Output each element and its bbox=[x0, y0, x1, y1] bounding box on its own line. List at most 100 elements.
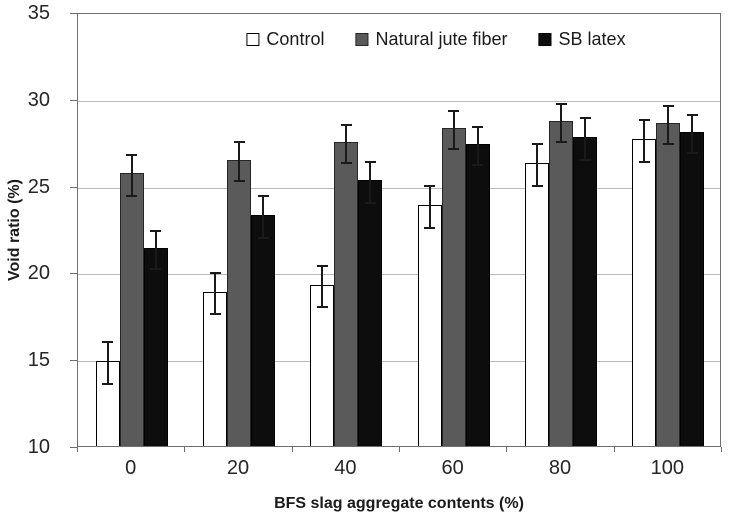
error-bar-cap-top bbox=[638, 118, 650, 121]
error-bar-cap-top bbox=[340, 124, 352, 127]
bar-sb-latex-60 bbox=[465, 143, 490, 446]
bar-sb-latex-20 bbox=[251, 215, 275, 446]
error-bar-cap-bottom bbox=[638, 160, 650, 163]
legend-item-natural-jute-fiber: Natural jute fiber bbox=[355, 29, 508, 50]
error-bar bbox=[691, 114, 694, 153]
y-tick-label-30: 30 bbox=[27, 88, 50, 111]
y-tick-label-35: 35 bbox=[27, 2, 50, 24]
error-bar-cap-bottom bbox=[579, 158, 591, 161]
legend-marker-natural-jute-fiber bbox=[355, 33, 369, 46]
bar-natural-jute-fiber-60 bbox=[441, 128, 466, 446]
x-tick-2 bbox=[291, 447, 293, 452]
error-bar bbox=[560, 104, 562, 143]
error-bar-cap-top bbox=[102, 341, 114, 344]
error-bar-cap-bottom bbox=[233, 179, 245, 182]
x-tick-3 bbox=[399, 447, 400, 452]
bar-natural-jute-fiber-40 bbox=[334, 142, 359, 446]
error-bar bbox=[536, 144, 538, 186]
x-tick-label-20: 20 bbox=[226, 457, 250, 479]
y-tick-15 bbox=[70, 360, 77, 362]
x-tick-label-60: 60 bbox=[441, 457, 464, 479]
error-bar-cap-top bbox=[424, 184, 436, 187]
legend-item-sb-latex: SB latex bbox=[538, 29, 626, 50]
error-bar-cap-bottom bbox=[448, 148, 460, 151]
gridline-20 bbox=[78, 274, 720, 276]
y-tick-label-10: 10 bbox=[27, 436, 50, 458]
bar-control-60 bbox=[417, 204, 442, 446]
gridline-30 bbox=[78, 100, 720, 102]
legend-item-control: Control bbox=[246, 29, 324, 50]
x-tick-label-40: 40 bbox=[334, 457, 357, 479]
bar-sb-latex-40 bbox=[358, 180, 383, 446]
error-bar-cap-top bbox=[686, 113, 698, 116]
x-tick-label-80: 80 bbox=[548, 457, 572, 479]
error-bar-cap-bottom bbox=[424, 226, 436, 229]
bar-control-80 bbox=[525, 163, 549, 446]
error-bar-cap-bottom bbox=[662, 143, 674, 146]
error-bar-cap-top bbox=[448, 110, 460, 113]
error-bar-cap-top bbox=[316, 264, 328, 267]
y-tick-35 bbox=[70, 13, 77, 14]
error-bar-cap-top bbox=[662, 105, 674, 107]
x-tick-5 bbox=[613, 447, 615, 452]
error-bar-cap-bottom bbox=[257, 236, 269, 239]
y-tick-label-15: 15 bbox=[27, 349, 50, 372]
error-bar-cap-top bbox=[364, 160, 376, 163]
bar-natural-jute-fiber-20 bbox=[227, 159, 251, 446]
gridline-15 bbox=[78, 361, 720, 363]
bar-control-100 bbox=[632, 138, 657, 446]
error-bar-cap-top bbox=[531, 143, 543, 146]
error-bar-cap-bottom bbox=[340, 162, 352, 165]
legend-marker-sb-latex bbox=[538, 33, 552, 46]
error-bar-cap-bottom bbox=[555, 141, 567, 144]
y-tick-30 bbox=[70, 99, 77, 101]
y-tick-label-25: 25 bbox=[27, 175, 50, 198]
legend-label-control: Control bbox=[266, 29, 325, 49]
y-tick-label-20: 20 bbox=[27, 262, 50, 285]
x-axis-title: BFS slag aggregate contents (%) bbox=[274, 495, 524, 512]
bar-natural-jute-fiber-80 bbox=[549, 121, 573, 446]
error-bar-cap-bottom bbox=[686, 151, 698, 154]
error-bar-cap-top bbox=[579, 117, 591, 120]
error-bar bbox=[428, 185, 431, 228]
bar-sb-latex-80 bbox=[573, 137, 597, 446]
error-bar-cap-top bbox=[233, 141, 245, 144]
error-bar-cap-top bbox=[209, 271, 221, 274]
error-bar-cap-top bbox=[555, 103, 567, 106]
error-bar bbox=[584, 118, 586, 160]
error-bar-cap-bottom bbox=[531, 184, 543, 187]
bar-natural-jute-fiber-100 bbox=[656, 123, 681, 446]
error-bar-cap-bottom bbox=[150, 268, 162, 271]
x-tick-4 bbox=[506, 447, 508, 452]
bar-natural-jute-fiber-0 bbox=[119, 173, 144, 446]
error-bar bbox=[214, 272, 216, 315]
error-bar bbox=[262, 196, 264, 238]
error-bar bbox=[452, 111, 455, 150]
bar-control-20 bbox=[203, 291, 227, 446]
gridline-25 bbox=[78, 187, 720, 189]
error-bar-cap-top bbox=[472, 125, 484, 128]
bar-control-40 bbox=[310, 284, 335, 446]
error-bar bbox=[643, 119, 646, 162]
x-tick-6 bbox=[721, 447, 722, 452]
x-tick-label-0: 0 bbox=[125, 457, 137, 479]
error-bar-cap-bottom bbox=[126, 195, 138, 198]
y-tick-20 bbox=[70, 273, 77, 275]
error-bar bbox=[321, 265, 324, 308]
x-tick-0 bbox=[77, 447, 78, 452]
x-tick-1 bbox=[184, 447, 186, 452]
error-bar bbox=[154, 231, 157, 270]
legend: Control Natural jute fiber SB latex bbox=[246, 29, 626, 50]
error-bar bbox=[106, 342, 109, 384]
error-bar bbox=[369, 161, 372, 204]
x-tick-label-100: 100 bbox=[650, 457, 685, 479]
legend-marker-control bbox=[246, 33, 260, 46]
y-tick-10 bbox=[70, 447, 77, 448]
error-bar-cap-bottom bbox=[102, 382, 114, 385]
legend-label-sb-latex: SB latex bbox=[558, 29, 626, 49]
error-bar bbox=[345, 125, 348, 164]
error-bar-cap-top bbox=[126, 153, 138, 156]
plot-area: Control Natural jute fiber SB latex bbox=[77, 13, 721, 447]
error-bar bbox=[130, 154, 133, 197]
